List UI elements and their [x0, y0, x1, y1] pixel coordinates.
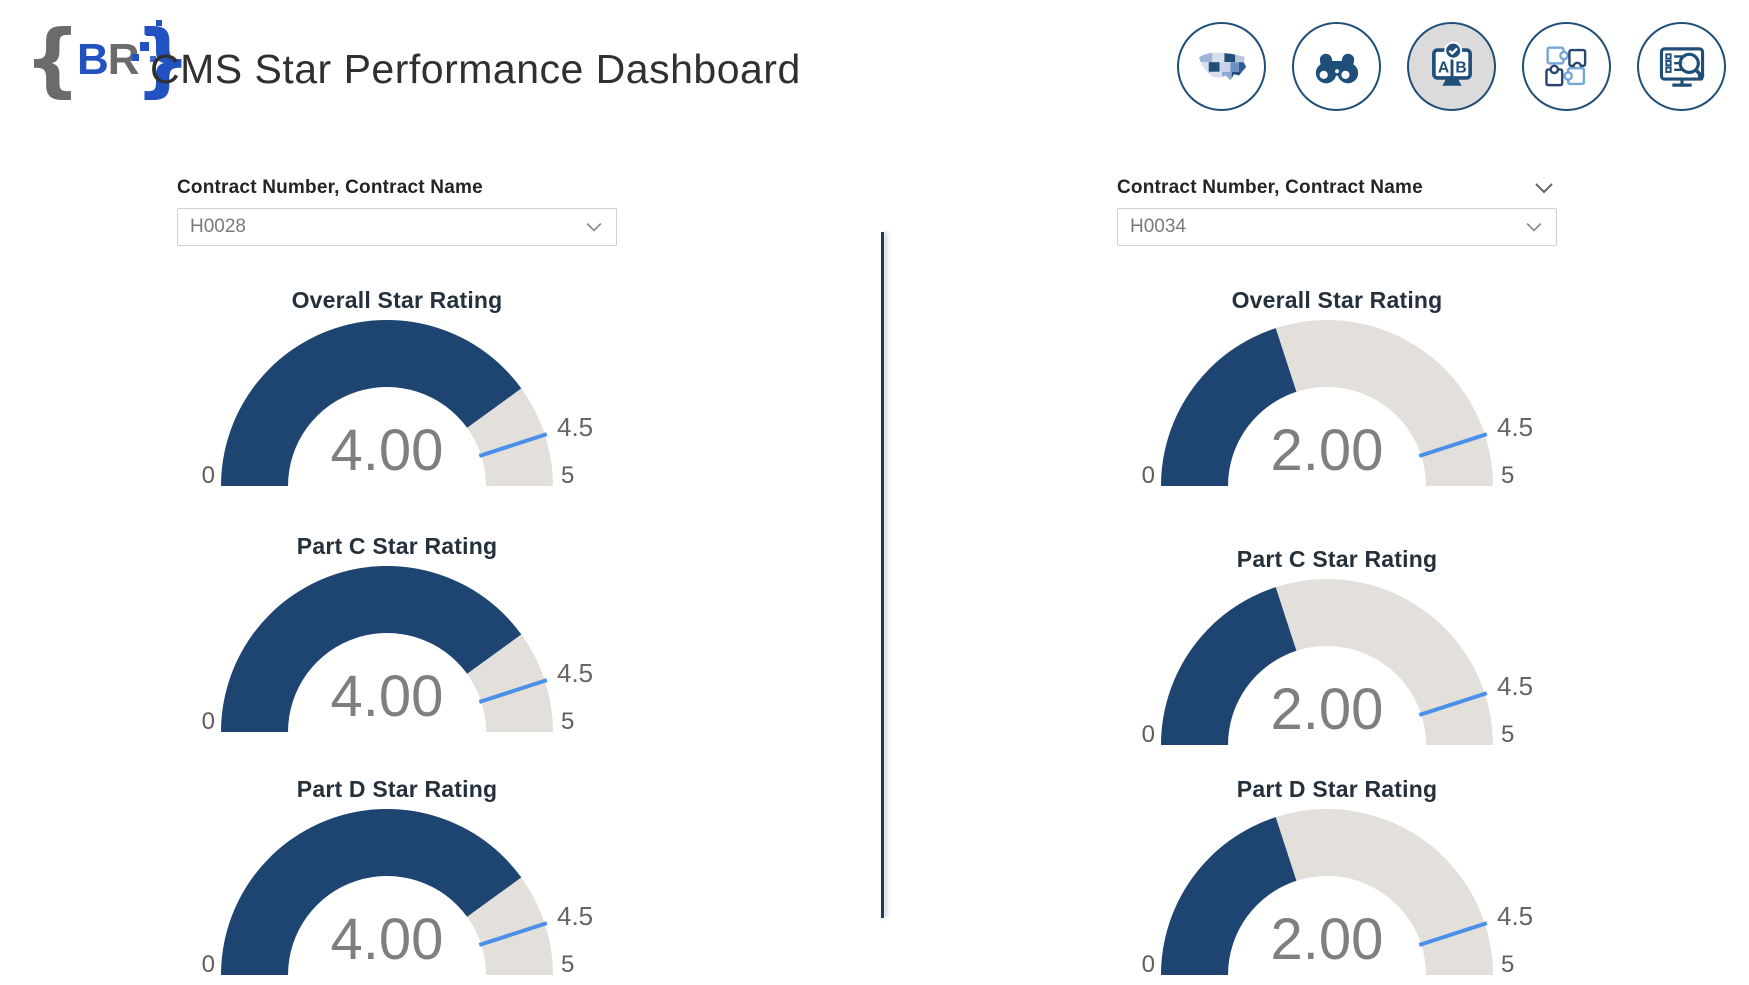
logo-pixel-dots — [110, 20, 162, 66]
slicer-label: Contract Number, Contract Name — [177, 177, 483, 198]
logo-open-brace: { — [24, 13, 81, 106]
svg-text:4.5: 4.5 — [557, 901, 593, 931]
svg-text:4.00: 4.00 — [331, 418, 444, 483]
br-logo: { B R } — [24, 14, 191, 106]
svg-text:0: 0 — [202, 708, 215, 735]
svg-text:5: 5 — [1501, 951, 1514, 978]
binoculars-icon — [1315, 53, 1358, 83]
svg-text:5: 5 — [1501, 721, 1514, 748]
svg-text:4.00: 4.00 — [331, 907, 444, 972]
gauge-title: Overall Star Rating — [291, 287, 503, 313]
svg-text:4.5: 4.5 — [1497, 901, 1533, 931]
contract-dropdown[interactable]: H0028 — [177, 208, 617, 246]
svg-text:0: 0 — [1142, 721, 1155, 748]
report-magnifier-icon — [1659, 46, 1705, 87]
svg-text:2.00: 2.00 — [1271, 907, 1384, 972]
logo-close-brace: } — [134, 13, 192, 106]
chevron-down-icon — [586, 222, 602, 232]
gauge-part-c-star-rating: Part C Star Rating 4.00 0 5 4.5 — [177, 532, 617, 742]
gauge-chart: 4.00 0 5 4.5 — [202, 565, 593, 735]
report-search-nav-button[interactable] — [1637, 22, 1726, 111]
svg-text:4.5: 4.5 — [557, 412, 593, 442]
slicer-label: Contract Number, Contract Name — [1117, 177, 1423, 198]
nav-icon-bar: A B — [1177, 22, 1726, 111]
gauge-chart: 2.00 0 5 4.5 — [1142, 320, 1533, 489]
contract-dropdown[interactable]: H0034 — [1117, 208, 1557, 246]
panel-divider-line — [881, 232, 884, 918]
gauge-part-c-star-rating: Part C Star Rating 2.00 0 5 4.5 — [1117, 545, 1557, 755]
gauge-chart: 4.00 0 5 4.5 — [202, 319, 593, 489]
gauge-chart: 2.00 0 5 4.5 — [1142, 579, 1533, 748]
gauge-title: Part D Star Rating — [1236, 776, 1438, 802]
slicer-header-chevron-icon[interactable] — [1533, 181, 1555, 195]
svg-text:5: 5 — [561, 708, 574, 735]
svg-text:0: 0 — [1142, 462, 1155, 489]
gauge-part-d-star-rating: Part D Star Rating 2.00 0 5 4.5 — [1117, 775, 1557, 985]
ab-compare-nav-button[interactable]: A B — [1407, 22, 1496, 111]
contract-panel-right: Contract Number, Contract Name H0034 Ove… — [1117, 176, 1557, 985]
us-map-icon — [1198, 52, 1246, 80]
binoculars-nav-button[interactable] — [1292, 22, 1381, 111]
ab-compare-monitor-icon: A B — [1431, 41, 1472, 86]
puzzle-nav-button[interactable] — [1522, 22, 1611, 111]
svg-text:4.00: 4.00 — [331, 664, 444, 729]
svg-text:4.5: 4.5 — [1497, 671, 1533, 701]
svg-text:2.00: 2.00 — [1271, 677, 1384, 742]
contract-dropdown-value: H0034 — [1130, 216, 1186, 237]
svg-text:2.00: 2.00 — [1271, 418, 1384, 483]
svg-text:0: 0 — [1142, 951, 1155, 978]
gauge-title: Part C Star Rating — [1236, 546, 1438, 572]
svg-text:0: 0 — [202, 951, 215, 978]
gauge-overall-star-rating: Overall Star Rating 2.00 0 5 4.5 — [1117, 286, 1557, 496]
us-map-nav-button[interactable] — [1177, 22, 1266, 111]
logo-letter-b: B — [76, 35, 109, 84]
svg-text:B: B — [1455, 59, 1466, 76]
puzzle-pieces-icon — [1544, 45, 1586, 86]
gauge-chart: 2.00 0 5 4.5 — [1142, 809, 1533, 978]
svg-text:5: 5 — [561, 951, 574, 978]
chevron-down-icon — [1526, 222, 1542, 232]
gauge-title: Part C Star Rating — [296, 533, 498, 559]
contract-panel-left: Contract Number, Contract Name H0028 Ove… — [177, 176, 617, 985]
gauge-overall-star-rating: Overall Star Rating 4.00 0 5 4.5 — [177, 286, 617, 496]
page-title: CMS Star Performance Dashboard — [150, 46, 801, 92]
svg-text:5: 5 — [1501, 462, 1514, 489]
svg-text:4.5: 4.5 — [1497, 412, 1533, 442]
gauge-chart: 4.00 0 5 4.5 — [202, 808, 593, 978]
gauge-part-d-star-rating: Part D Star Rating 4.00 0 5 4.5 — [177, 775, 617, 985]
svg-text:A: A — [1437, 59, 1448, 76]
svg-text:0: 0 — [202, 462, 215, 489]
svg-text:5: 5 — [561, 462, 574, 489]
svg-text:4.5: 4.5 — [557, 658, 593, 688]
gauge-title: Overall Star Rating — [1231, 287, 1443, 313]
gauge-title: Part D Star Rating — [296, 776, 498, 802]
contract-dropdown-value: H0028 — [190, 216, 246, 237]
